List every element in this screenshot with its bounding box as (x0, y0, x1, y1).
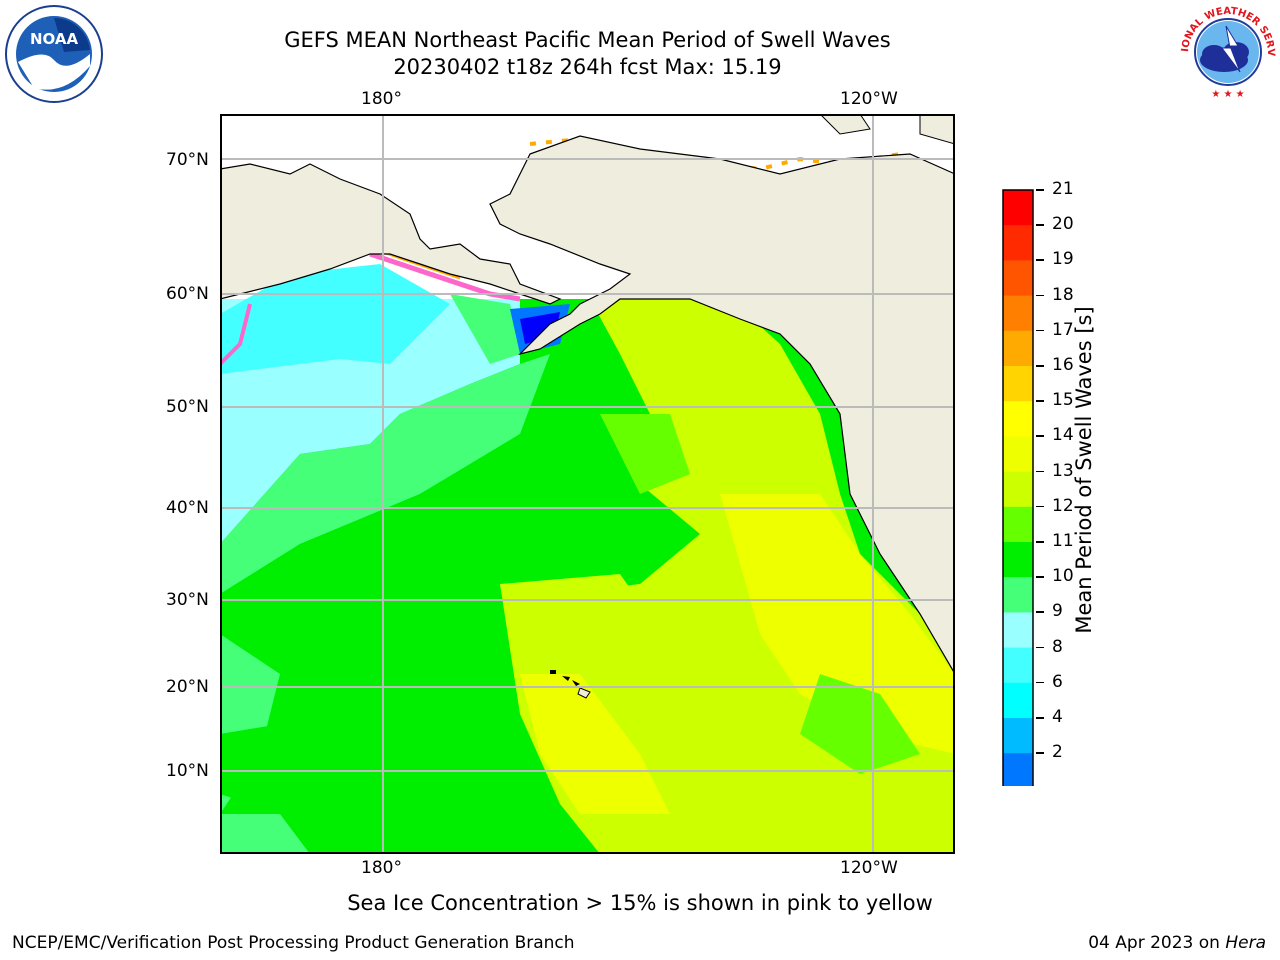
colorbar-segment (1003, 366, 1033, 402)
colorbar-tick-mark (1036, 470, 1044, 473)
colorbar-tick-mark (1036, 224, 1044, 226)
nws-logo: NATIONAL WEATHER SERVICE ★ ★ ★ (1174, 0, 1278, 102)
colorbar-tick-mark (1036, 505, 1044, 508)
colorbar-segment (1003, 260, 1033, 297)
colorbar-label: Mean Period of Swell Waves [s] (1072, 306, 1096, 634)
lat-label-20n: 20°N (166, 677, 209, 697)
colorbar-segment (1003, 330, 1033, 367)
colorbar-tick-label: 21 (1052, 179, 1074, 199)
colorbar-tick-label: 11 (1052, 531, 1074, 551)
colorbar-segment (1003, 612, 1033, 649)
colorbar-tick-mark (1036, 400, 1044, 402)
colorbar-segment (1003, 506, 1033, 543)
colorbar-tick-mark (1036, 717, 1044, 719)
colorbar-tick-label: 16 (1052, 355, 1074, 375)
lat-label-30n: 30°N (166, 590, 209, 610)
colorbar-segment (1003, 190, 1033, 226)
swell-period-map (220, 114, 955, 854)
map-panel (220, 114, 955, 854)
colorbar-segment (1003, 225, 1033, 261)
footer-branch: NCEP/EMC/Verification Post Processing Pr… (12, 933, 575, 953)
noaa-logo-text: NOAA (30, 30, 79, 48)
svg-text:★ ★ ★: ★ ★ ★ (1211, 89, 1244, 100)
colorbar-tick-label: 14 (1052, 425, 1074, 446)
colorbar-tick-label: 15 (1052, 390, 1074, 411)
colorbar-tick-mark (1036, 681, 1044, 684)
footer-host: Hera (1225, 933, 1266, 953)
map-subtitle: 20230402 t18z 264h fcst Max: 15.19 (393, 55, 782, 79)
colorbar-segment (1003, 753, 1033, 789)
colorbar-tick-mark (1036, 259, 1044, 261)
noaa-logo: NOAA (4, 4, 104, 104)
colorbar-tick-mark (1036, 646, 1044, 649)
colorbar-tick-mark (1036, 576, 1044, 578)
land-siberia-alaska (220, 163, 562, 305)
colorbar-tick-label: 4 (1052, 707, 1063, 727)
colorbar-tick-label: 19 (1052, 249, 1074, 270)
sea-ice-note: Sea Ice Concentration > 15% is shown in … (347, 891, 933, 915)
top-lon-label-180: 180° (361, 89, 402, 109)
colorbar-tick-mark (1036, 294, 1044, 297)
lat-label-10n: 10°N (166, 761, 209, 781)
noaa-logo-icon: NOAA (5, 5, 103, 103)
colorbar-tick-mark (1036, 329, 1044, 332)
colorbar (1000, 186, 1040, 816)
colorbar-tick-label: 12 (1052, 495, 1074, 516)
lat-label-70n: 70°N (166, 150, 209, 170)
colorbar-segment (1003, 295, 1033, 332)
colorbar-tick-mark (1036, 541, 1044, 543)
colorbar-scale (1001, 189, 1035, 816)
colorbar-segment (1003, 647, 1033, 684)
lat-label-40n: 40°N (166, 498, 209, 518)
colorbar-segment (1003, 577, 1033, 613)
colorbar-tick-mark (1036, 365, 1044, 367)
colorbar-tick-mark (1036, 189, 1044, 191)
colorbar-segment (1003, 401, 1033, 437)
colorbar-tick-label: 6 (1052, 671, 1063, 692)
colorbar-tick-label: 2 (1052, 742, 1063, 763)
bottom-lon-label-180: 180° (361, 858, 402, 878)
colorbar-segment (1003, 471, 1033, 508)
colorbar-tick-label: 17 (1052, 319, 1074, 340)
footer-date-text: 04 Apr 2023 on (1088, 933, 1226, 953)
lat-label-60n: 60°N (166, 284, 209, 304)
lat-label-50n: 50°N (166, 397, 209, 417)
colorbar-tick-label: 20 (1052, 214, 1074, 235)
colorbar-tick-mark (1036, 611, 1044, 613)
colorbar-segment (1003, 436, 1033, 473)
map-title: GEFS MEAN Northeast Pacific Mean Period … (284, 28, 891, 52)
colorbar-tick-label: 13 (1052, 460, 1074, 481)
colorbar-tick-label: 18 (1052, 284, 1074, 305)
land-north-america (489, 135, 955, 676)
colorbar-tick-mark (1036, 752, 1044, 754)
top-lon-label-120w: 120°W (840, 89, 898, 109)
colorbar-segment (1003, 542, 1033, 578)
graticule (220, 114, 955, 854)
bottom-lon-label-120w: 120°W (840, 858, 898, 878)
colorbar-tick-label: 8 (1052, 636, 1063, 657)
colorbar-tick-label: 9 (1052, 601, 1063, 622)
colorbar-tick-label: 10 (1052, 566, 1074, 587)
national-weather-service-logo-icon: NATIONAL WEATHER SERVICE ★ ★ ★ (1174, 0, 1276, 100)
colorbar-segment (1003, 682, 1033, 719)
colorbar-tick-mark (1036, 435, 1044, 437)
colorbar-segment (1003, 718, 1033, 754)
footer-date: 04 Apr 2023 on Hera (1088, 933, 1266, 953)
